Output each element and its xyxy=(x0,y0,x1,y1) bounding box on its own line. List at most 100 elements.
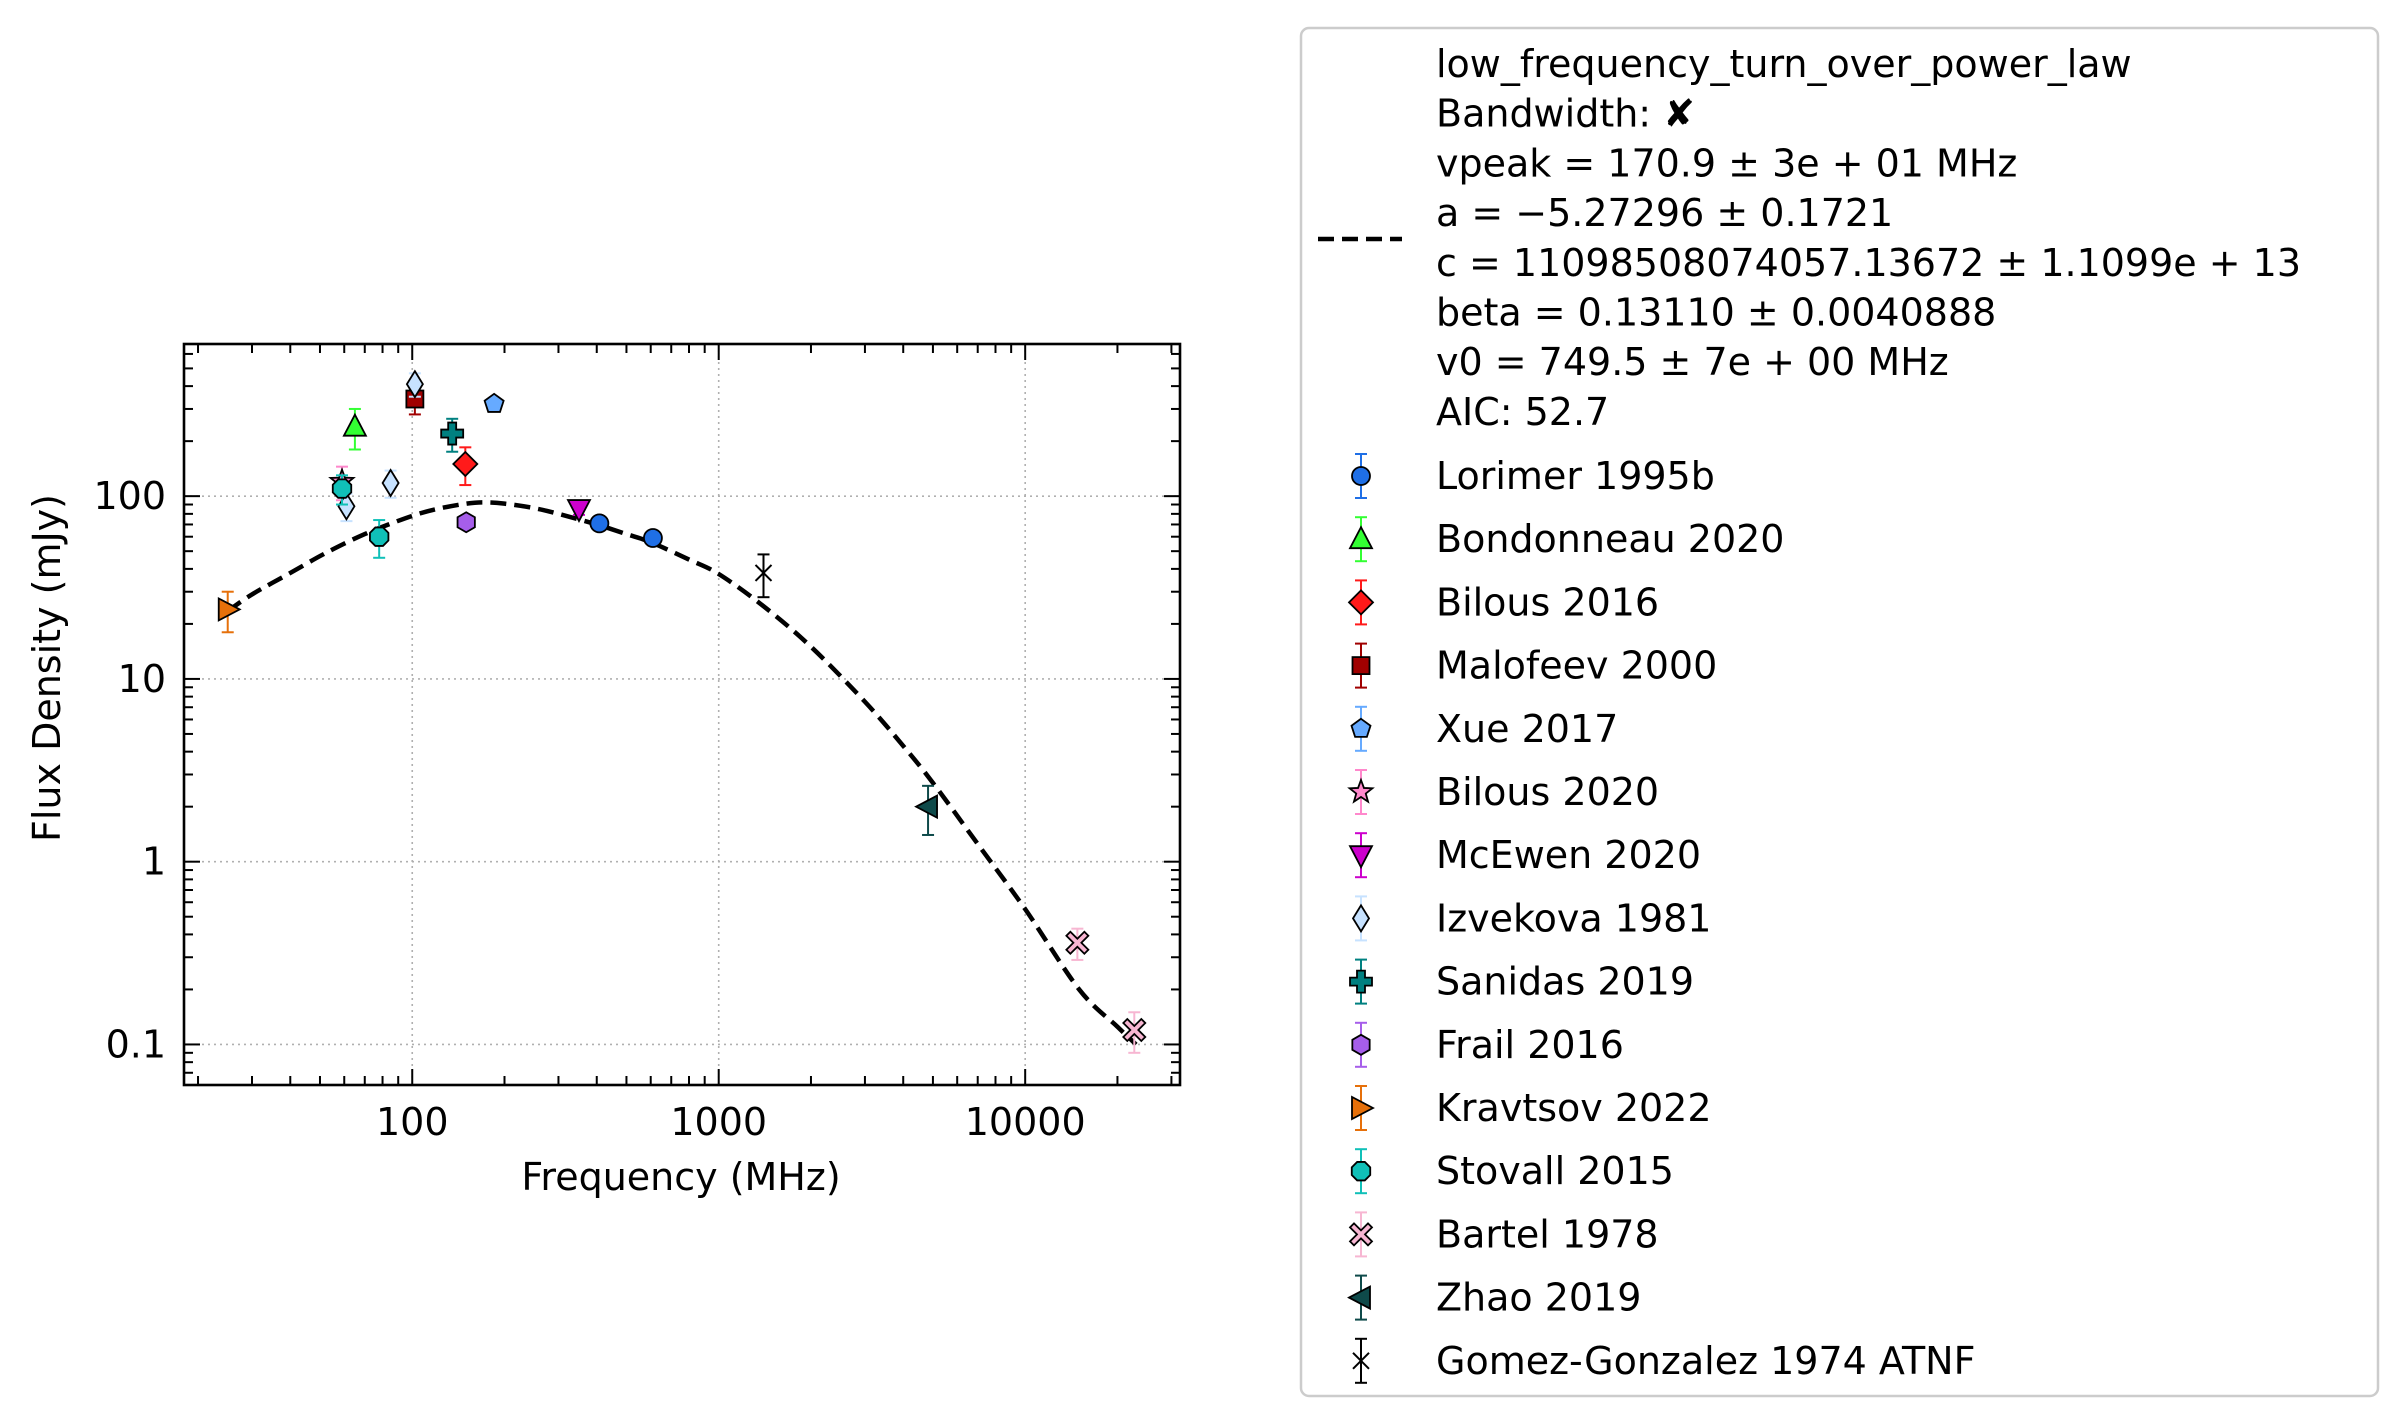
legend-entry: Stovall 2015 xyxy=(1350,1148,1674,1195)
legend-fit-text: AIC: 52.7 xyxy=(1436,390,1609,434)
legend-label: Bilous 2016 xyxy=(1436,580,1659,624)
marker-shape xyxy=(914,794,938,820)
marker-shape xyxy=(1349,969,1373,994)
data-point xyxy=(1122,1017,1147,1043)
legend-label: Frail 2016 xyxy=(1436,1023,1624,1067)
legend-marker xyxy=(1351,903,1371,934)
axes-layer: 100 1000 10000 0.1 1 10 100 xyxy=(93,342,1182,1144)
legend-entry: Gomez-Gonzalez 1974 ATNF xyxy=(1352,1337,1975,1384)
legend-fit-text: c = 11098508074057.13672 ± 1.1099e + 13 xyxy=(1436,241,2301,285)
marker-shape xyxy=(1065,930,1090,956)
legend-label: Kravtsov 2022 xyxy=(1436,1086,1712,1130)
marker-shape xyxy=(1351,1033,1371,1056)
legend-label: McEwen 2020 xyxy=(1436,833,1701,877)
marker-shape xyxy=(1351,656,1371,675)
legend-marker xyxy=(1347,589,1375,616)
marker-shape xyxy=(589,513,610,534)
legend-label: Izvekova 1981 xyxy=(1436,896,1711,940)
legend-fit-text: low_frequency_turn_over_power_law xyxy=(1436,42,2132,86)
marker-shape xyxy=(1347,1285,1371,1311)
legend-label: Xue 2017 xyxy=(1436,707,1618,751)
marker-shape xyxy=(1352,1352,1370,1370)
marker-shape xyxy=(1350,1161,1372,1182)
legend-entry: Kravtsov 2022 xyxy=(1351,1085,1712,1131)
marker-shape xyxy=(1351,903,1371,934)
y-tick-label: 1 xyxy=(142,840,166,884)
marker-shape xyxy=(1348,845,1374,870)
fit-layer xyxy=(226,500,1138,1047)
marker-shape xyxy=(381,468,400,498)
legend-marker xyxy=(1348,525,1374,550)
legend-marker xyxy=(1349,969,1373,994)
legend-label: Malofeev 2000 xyxy=(1436,644,1717,688)
marker-shape xyxy=(566,499,592,523)
data-point xyxy=(483,392,505,413)
legend-label: Stovall 2015 xyxy=(1436,1149,1674,1193)
data-point xyxy=(456,511,476,534)
data-point xyxy=(440,421,465,446)
legend-marker xyxy=(1350,717,1372,738)
legend-marker xyxy=(1350,1161,1372,1182)
legend-label: Bilous 2020 xyxy=(1436,770,1659,814)
legend-marker xyxy=(1351,466,1371,486)
data-point xyxy=(342,412,368,437)
legend-marker xyxy=(1352,1352,1370,1370)
legend-label: Zhao 2019 xyxy=(1436,1276,1641,1320)
marker-shape xyxy=(456,511,476,534)
legend-fit-text: beta = 0.13110 ± 0.0040888 xyxy=(1436,291,1996,335)
marker-shape xyxy=(369,526,390,547)
legend-fit-text: Bandwidth: ✘ xyxy=(1436,92,1695,136)
legend-entry: Malofeev 2000 xyxy=(1351,642,1717,689)
legend-marker xyxy=(1347,777,1375,804)
y-tick-label: 0.1 xyxy=(106,1022,166,1066)
legend-entry: McEwen 2020 xyxy=(1348,832,1701,879)
marker-shape xyxy=(1347,589,1375,616)
data-point xyxy=(643,528,663,548)
x-tick-label: 1000 xyxy=(670,1100,767,1144)
legend-marker xyxy=(1351,1095,1375,1121)
legend: low_frequency_turn_over_power_law Bandwid… xyxy=(1299,26,2380,1398)
marker-shape xyxy=(1122,1017,1147,1043)
marker-shape xyxy=(1351,1095,1375,1121)
marker-shape xyxy=(1348,1222,1374,1247)
data-point xyxy=(331,478,353,499)
data-point xyxy=(589,513,610,534)
marker-shape xyxy=(342,412,368,437)
legend-entry: Lorimer 1995b xyxy=(1351,453,1715,499)
legend-marker xyxy=(1351,656,1371,675)
x-axis-label: Frequency (MHz) xyxy=(521,1155,840,1199)
marker-shape xyxy=(452,450,479,478)
data-point xyxy=(914,794,938,820)
data-point xyxy=(452,450,479,478)
y-axis-label: Flux Density (mJy) xyxy=(25,494,69,842)
marker-shape xyxy=(217,596,242,622)
legend-marker xyxy=(1351,1033,1371,1056)
data-point xyxy=(405,369,424,399)
grid-layer xyxy=(184,344,1180,1085)
x-tick-label: 100 xyxy=(376,1100,449,1144)
data-point xyxy=(381,468,400,498)
legend-entry: Izvekova 1981 xyxy=(1351,895,1711,942)
data-point xyxy=(754,564,773,582)
legend-label: Sanidas 2019 xyxy=(1436,960,1694,1004)
legend-entry: Bilous 2020 xyxy=(1347,769,1659,815)
legend-entry: Bartel 1978 xyxy=(1348,1211,1659,1258)
marker-shape xyxy=(405,369,424,399)
y-tick-label: 100 xyxy=(93,474,166,518)
marker-shape xyxy=(331,478,353,499)
legend-entry: Sanidas 2019 xyxy=(1349,958,1694,1005)
legend-entry: Zhao 2019 xyxy=(1347,1274,1641,1321)
error-bar xyxy=(757,553,770,599)
marker-shape xyxy=(1350,717,1372,738)
data-point xyxy=(1065,930,1090,956)
marker-shape xyxy=(1347,777,1375,804)
legend-fit-text: a = −5.27296 ± 0.1721 xyxy=(1436,191,1893,235)
legend-marker xyxy=(1347,1285,1371,1311)
legend-marker xyxy=(1348,1222,1374,1247)
marker-shape xyxy=(1351,466,1371,486)
fit-curve xyxy=(226,500,1138,1047)
legend-box xyxy=(1299,26,2380,1398)
marker-shape xyxy=(643,528,663,548)
